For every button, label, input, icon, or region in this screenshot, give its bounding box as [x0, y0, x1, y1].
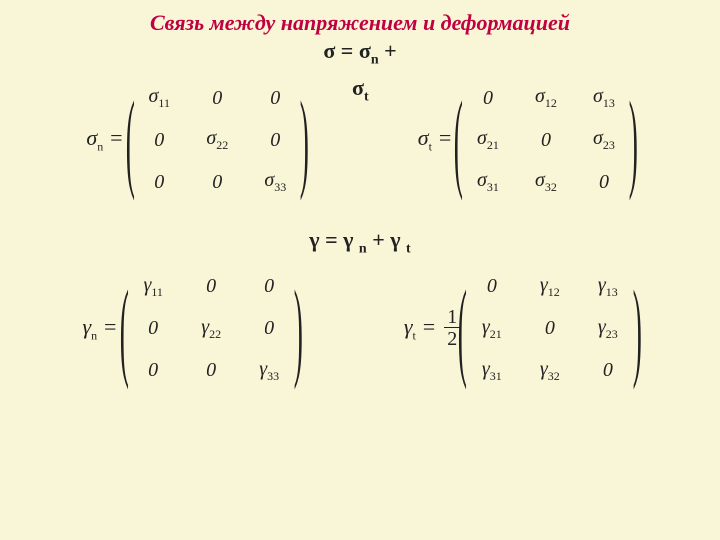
matrix-cell: 0 — [246, 77, 304, 119]
sigt-sym: σ — [352, 75, 364, 100]
matrix-cell: γ11 — [124, 266, 182, 308]
sn-sym: σ — [86, 125, 97, 150]
matrix-cell: γ33 — [240, 350, 298, 392]
sn-eq: = — [103, 125, 123, 150]
eq1-sub-n: n — [371, 52, 379, 67]
matrix-cell: σ23 — [575, 119, 633, 161]
st-sym: σ — [418, 125, 429, 150]
matrix-cell: σ21 — [459, 119, 517, 161]
matrix-cell: γ22 — [182, 308, 240, 350]
matrix-cell: 0 — [521, 308, 579, 350]
matrix-cell: σ13 — [575, 77, 633, 119]
eq2-p: + — [367, 227, 391, 252]
page-title: Связь между напряжением и деформацией — [0, 0, 720, 36]
eq2-gt: γ — [390, 227, 406, 252]
matrix-cell: γ23 — [579, 308, 637, 350]
gt-eq: = — [416, 314, 436, 339]
matrix-cell: σ33 — [246, 161, 304, 203]
eq2-gn: γ — [343, 227, 359, 252]
eq2-sn: n — [359, 242, 367, 257]
matrix-cell: 0 — [579, 350, 637, 392]
eq1-text: σ = σ — [323, 38, 370, 63]
rparen: ) — [629, 95, 638, 185]
matrix-cell: 0 — [459, 77, 517, 119]
matrix-cell: σ22 — [188, 119, 246, 161]
eq1-plus: + — [379, 38, 397, 63]
matrix-cell: 0 — [240, 266, 298, 308]
matrix-cell: σ31 — [459, 161, 517, 203]
rparen: ) — [633, 284, 642, 374]
gn-eq: = — [97, 314, 117, 339]
matrix-cell: γ21 — [463, 308, 521, 350]
lparen: ( — [458, 284, 467, 374]
sigma-t-matrix: σt = ( 0σ12σ13σ210σ23σ31σ320 ) — [418, 77, 634, 203]
matrix-cell: 0 — [124, 308, 182, 350]
matrix-cell: γ12 — [521, 266, 579, 308]
sigt-sub: t — [364, 89, 369, 104]
matrix-cell: σ32 — [517, 161, 575, 203]
st-table: 0σ12σ13σ210σ23σ31σ320 — [459, 77, 633, 203]
equation-gamma: γ = γ n + γ t — [0, 227, 720, 257]
matrix-cell: γ31 — [463, 350, 521, 392]
gt-table: 0γ12γ13γ210γ23γ31γ320 — [463, 266, 637, 392]
matrix-cell: 0 — [182, 266, 240, 308]
lparen: ( — [125, 95, 134, 185]
gamma-matrices-row: γn = ( γ11000γ22000γ33 ) γt = 1 2 ( 0γ12… — [0, 266, 720, 392]
eq2-st: t — [406, 242, 411, 257]
matrix-cell: 0 — [130, 161, 188, 203]
matrix-cell: γ32 — [521, 350, 579, 392]
gn-sym: γ — [83, 314, 92, 339]
matrix-cell: σ11 — [130, 77, 188, 119]
gamma-t-matrix: γt = 1 2 ( 0γ12γ13γ210γ23γ31γ320 ) — [404, 266, 638, 392]
matrix-cell: 0 — [246, 119, 304, 161]
lparen: ( — [454, 95, 463, 185]
matrix-cell: 0 — [188, 77, 246, 119]
matrix-cell: 0 — [188, 161, 246, 203]
matrix-cell: 0 — [463, 266, 521, 308]
matrix-cell: 0 — [124, 350, 182, 392]
matrix-cell: 0 — [575, 161, 633, 203]
matrix-cell: σ12 — [517, 77, 575, 119]
equation-sigma: σ = σn + — [0, 38, 720, 69]
sigma-n-matrix: σn = ( σ11000σ22000σ33 ) — [86, 77, 305, 203]
matrix-cell: 0 — [240, 308, 298, 350]
gamma-n-matrix: γn = ( γ11000γ22000γ33 ) — [83, 266, 299, 392]
gt-sym: γ — [404, 314, 413, 339]
matrix-cell: 0 — [130, 119, 188, 161]
lparen: ( — [119, 284, 128, 374]
rparen: ) — [294, 284, 303, 374]
st-eq: = — [432, 125, 452, 150]
eq2-g: γ — [309, 227, 319, 252]
matrix-cell: γ13 — [579, 266, 637, 308]
sn-table: σ11000σ22000σ33 — [130, 77, 304, 203]
matrix-cell: 0 — [182, 350, 240, 392]
gn-table: γ11000γ22000γ33 — [124, 266, 298, 392]
eq2-e: = — [320, 227, 344, 252]
matrix-cell: 0 — [517, 119, 575, 161]
rparen: ) — [300, 95, 309, 185]
sigma-t-label: σt — [352, 75, 369, 105]
